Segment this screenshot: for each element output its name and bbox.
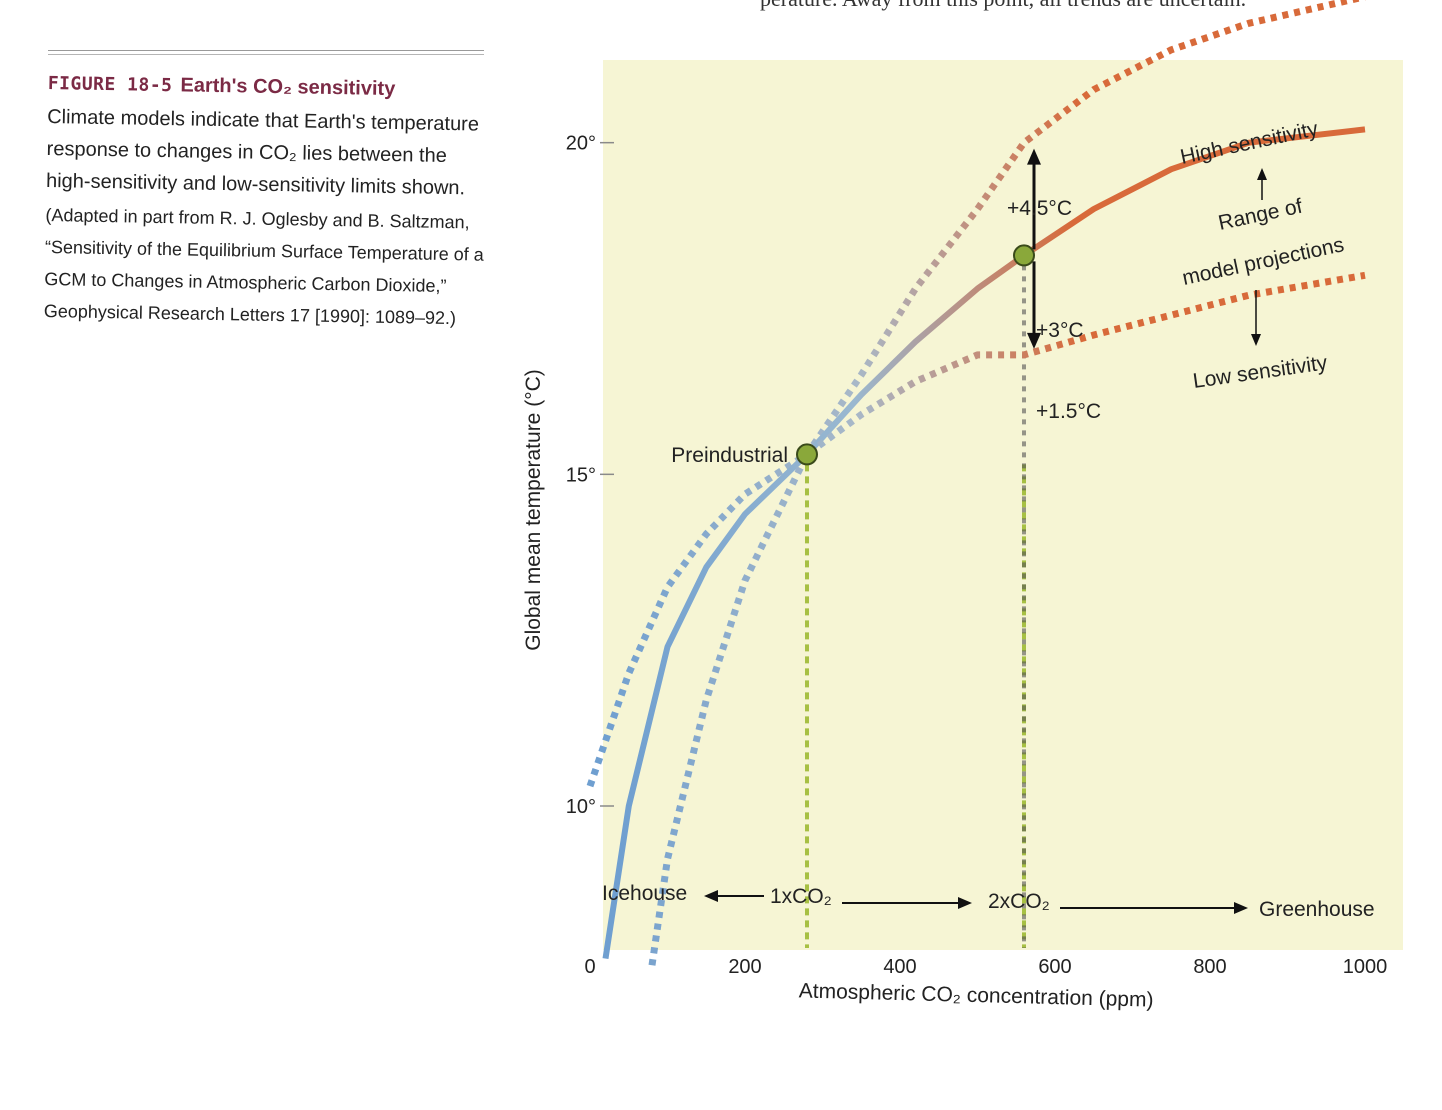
range-arrow-up-head (1027, 148, 1041, 165)
axes-layer: 10° 15° 20° 0 200 400 600 800 1000 Atmospheric CO… (522, 133, 1387, 1012)
guides-layer (805, 265, 1026, 948)
low-value-label: +1.5°C (1036, 400, 1101, 423)
icehouse-arrow-head (704, 890, 718, 902)
x-tick-label: 0 (584, 956, 595, 978)
mid-arrow-head (958, 897, 972, 909)
preindustrial-label: Preindustrial (671, 444, 788, 467)
x-tick-label: 200 (728, 956, 761, 978)
doubled-co2-point (1013, 244, 1035, 267)
y-tick-label: 15° (566, 464, 596, 486)
y-tick-label: 20° (566, 133, 596, 155)
co2-2x-label: 2xCO₂ (988, 890, 1050, 913)
caption-rule (48, 50, 484, 55)
x-tick-label: 800 (1193, 956, 1226, 978)
preindustrial-point (796, 443, 818, 466)
model-projection-curve (602, 126, 1366, 960)
y-tick-label: 10° (566, 796, 596, 818)
top-body-text: perature. Away from this point, all tren… (760, 0, 1246, 12)
co2-1x-label: 1xCO₂ (770, 885, 832, 908)
mid-value-label: +3°C (1036, 319, 1084, 342)
plot-panel (603, 60, 1403, 950)
high-value-label: +4.5°C (1007, 197, 1072, 220)
x-tick-label: 400 (883, 956, 916, 978)
series-layer (586, 0, 1366, 966)
range-bracket-down-head (1251, 334, 1261, 346)
greenhouse-label: Greenhouse (1259, 898, 1375, 921)
x-tick-label: 600 (1038, 956, 1071, 978)
marks-layer (704, 148, 1267, 914)
greenhouse-arrow-head (1234, 902, 1248, 914)
icehouse-label: Icehouse (602, 882, 687, 905)
high-sensitivity-curve (586, 0, 1366, 788)
range-arrow-down-head (1027, 332, 1041, 349)
x-tick-label: 1000 (1343, 956, 1388, 978)
range-bracket-up-head (1257, 168, 1267, 180)
x-axis-title: Atmospheric CO₂ concentration (ppm) (799, 979, 1154, 1011)
y-axis-title: Global mean temperature (°C) (522, 369, 545, 651)
